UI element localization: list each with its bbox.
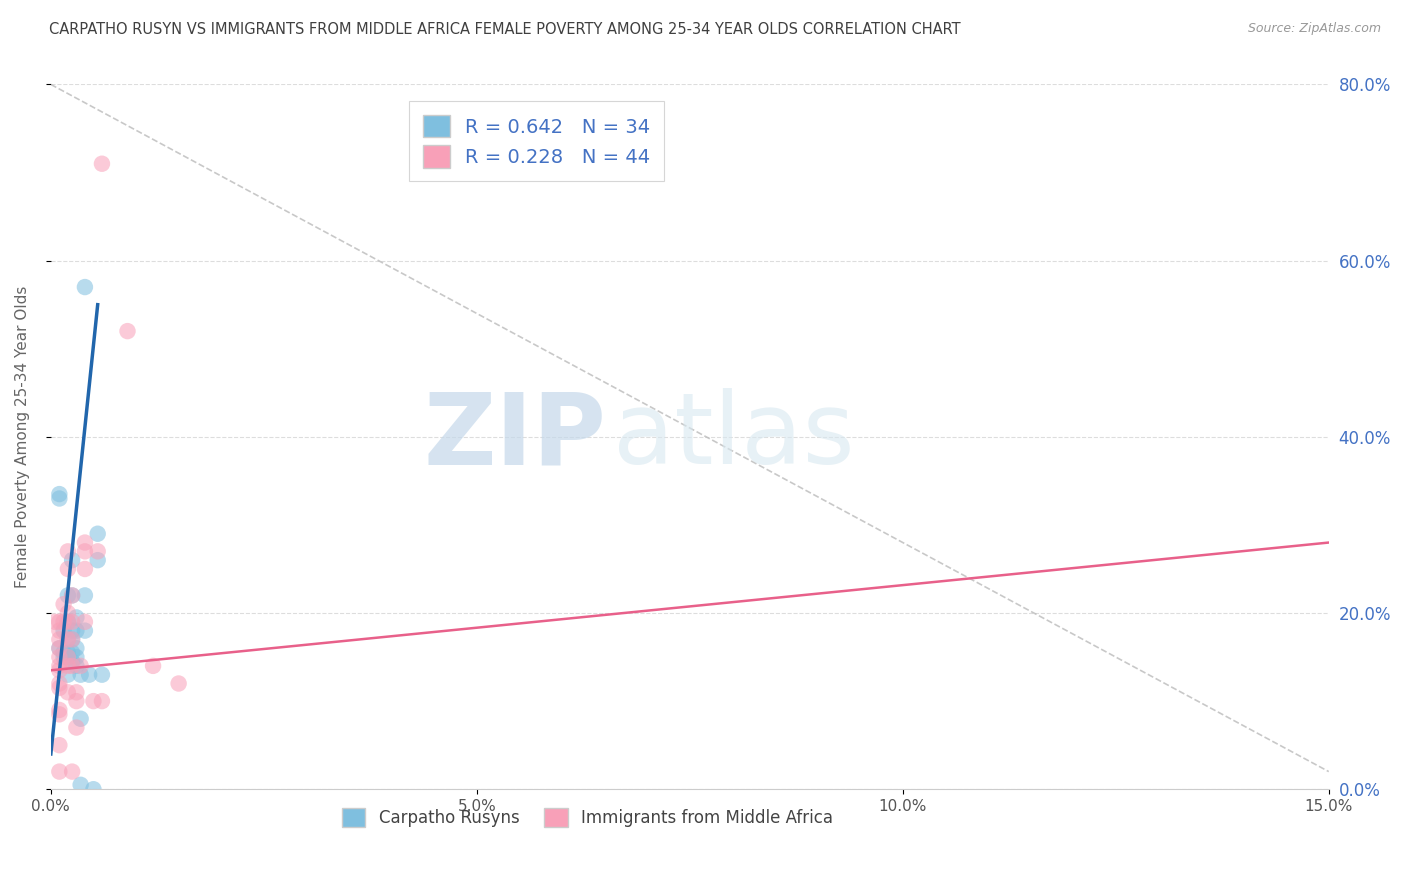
Point <box>69 667 91 681</box>
Point <box>56 632 79 647</box>
Point <box>73 615 96 629</box>
Point <box>73 535 96 549</box>
Point <box>73 544 96 558</box>
Point <box>52 646 75 660</box>
Point <box>65 650 87 665</box>
Point <box>82 694 104 708</box>
Point <box>82 782 104 797</box>
Point <box>48 624 70 638</box>
Point <box>52 597 75 611</box>
Point <box>77 667 100 681</box>
Text: ZIP: ZIP <box>423 388 607 485</box>
Point <box>60 588 83 602</box>
Point <box>48 641 70 656</box>
Point <box>48 650 70 665</box>
Point <box>56 646 79 660</box>
Point <box>56 667 79 681</box>
Point <box>56 650 79 665</box>
Point <box>56 606 79 620</box>
Point <box>52 624 75 638</box>
Point <box>86 544 108 558</box>
Point <box>142 659 165 673</box>
Point <box>117 324 139 338</box>
Point <box>73 280 96 294</box>
Point <box>73 588 96 602</box>
Point <box>91 157 114 171</box>
Point <box>48 487 70 501</box>
Text: Source: ZipAtlas.com: Source: ZipAtlas.com <box>1247 22 1381 36</box>
Point <box>65 694 87 708</box>
Point <box>91 694 114 708</box>
Point <box>48 659 70 673</box>
Point <box>52 615 75 629</box>
Point <box>48 641 70 656</box>
Point <box>56 615 79 629</box>
Point <box>48 491 70 506</box>
Point <box>60 764 83 779</box>
Point <box>60 615 83 629</box>
Point <box>48 676 70 690</box>
Point <box>56 588 79 602</box>
Point <box>56 650 79 665</box>
Legend: Carpatho Rusyns, Immigrants from Middle Africa: Carpatho Rusyns, Immigrants from Middle … <box>336 801 839 834</box>
Point <box>56 632 79 647</box>
Point <box>60 588 83 602</box>
Point <box>65 610 87 624</box>
Point <box>65 659 87 673</box>
Point <box>73 562 96 576</box>
Y-axis label: Female Poverty Among 25-34 Year Olds: Female Poverty Among 25-34 Year Olds <box>15 285 30 588</box>
Point <box>65 624 87 638</box>
Point <box>60 632 83 647</box>
Text: atlas: atlas <box>613 388 855 485</box>
Point <box>86 526 108 541</box>
Point <box>69 659 91 673</box>
Point <box>48 681 70 695</box>
Point <box>65 641 87 656</box>
Point <box>56 562 79 576</box>
Point <box>56 615 79 629</box>
Point <box>48 738 70 752</box>
Point <box>48 663 70 677</box>
Point <box>44 615 66 629</box>
Point <box>69 778 91 792</box>
Point <box>60 632 83 647</box>
Point <box>56 659 79 673</box>
Point <box>52 650 75 665</box>
Point <box>86 553 108 567</box>
Point <box>48 615 70 629</box>
Text: CARPATHO RUSYN VS IMMIGRANTS FROM MIDDLE AFRICA FEMALE POVERTY AMONG 25-34 YEAR : CARPATHO RUSYN VS IMMIGRANTS FROM MIDDLE… <box>49 22 960 37</box>
Point <box>91 667 114 681</box>
Point <box>60 655 83 669</box>
Point <box>60 624 83 638</box>
Point <box>60 646 83 660</box>
Point <box>48 764 70 779</box>
Point <box>56 544 79 558</box>
Point <box>65 685 87 699</box>
Point <box>48 707 70 722</box>
Point <box>56 685 79 699</box>
Point <box>73 624 96 638</box>
Point <box>60 659 83 673</box>
Point <box>48 632 70 647</box>
Point <box>167 676 190 690</box>
Point <box>69 712 91 726</box>
Point <box>48 703 70 717</box>
Point <box>60 553 83 567</box>
Point <box>65 721 87 735</box>
